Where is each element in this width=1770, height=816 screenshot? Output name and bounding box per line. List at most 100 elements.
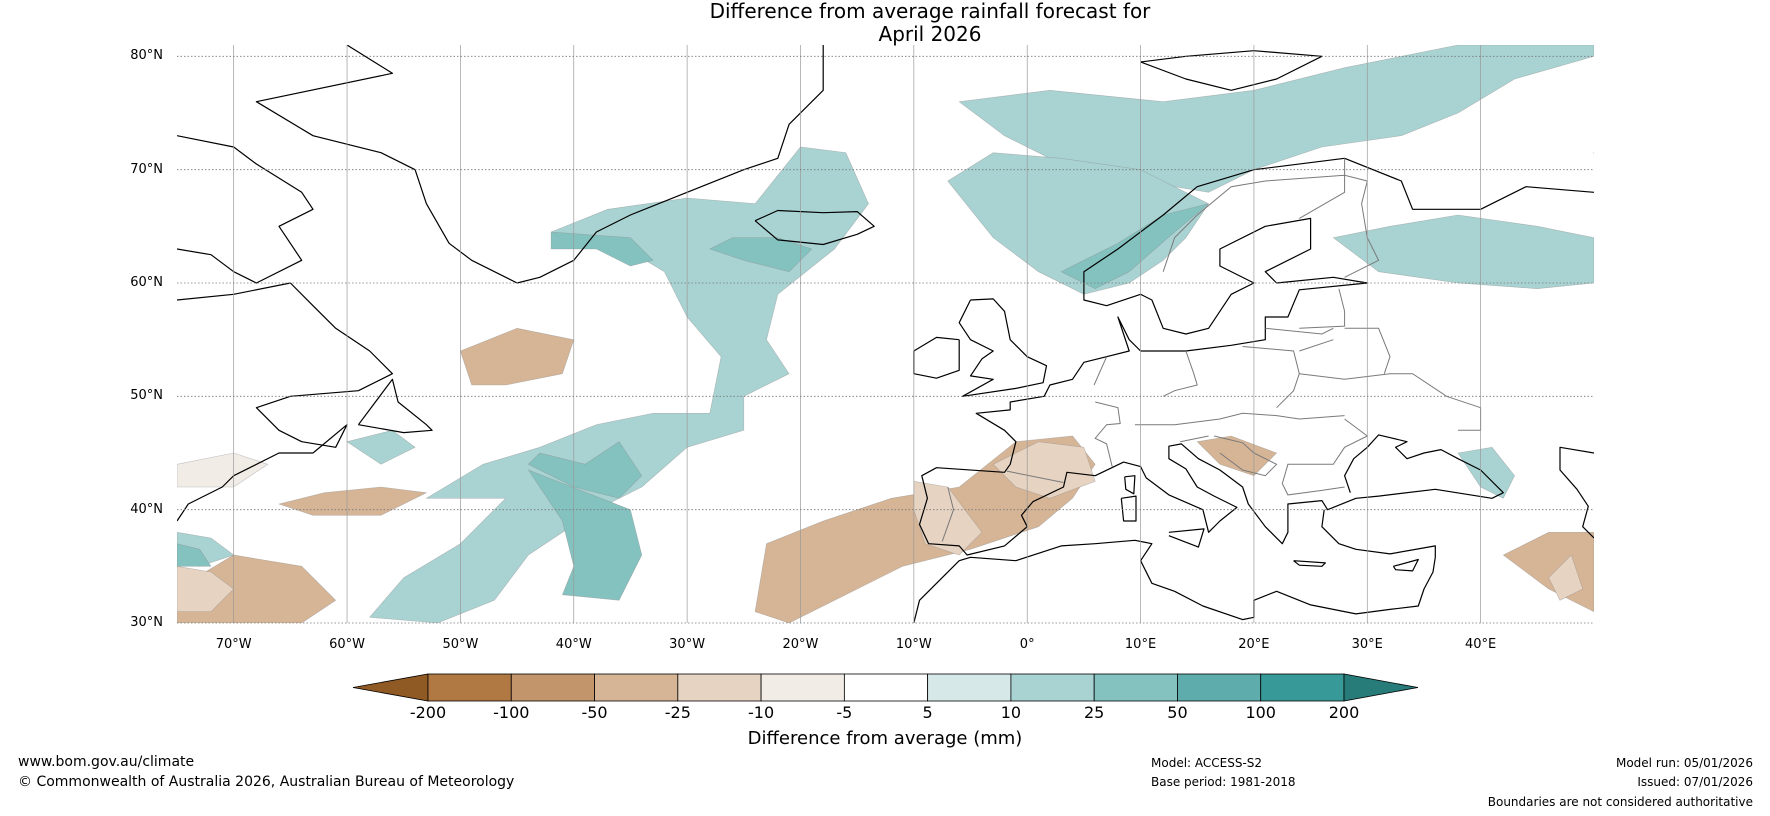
colorbar-segment (1260, 673, 1345, 702)
colorbar-tick-label: 200 (1328, 703, 1360, 722)
latitude-label: 50°N (130, 388, 163, 404)
iceland-coast (754, 209, 875, 246)
colorbar-tick-label: 50 (1167, 703, 1188, 722)
longitude-label: 30°E (1351, 637, 1383, 652)
colorbar-tick-label: 100 (1245, 703, 1276, 722)
longitude-label: 40°W (555, 637, 592, 652)
latitude-label: 40°N (130, 501, 163, 517)
europe-coast (918, 157, 1594, 556)
anomaly-region-1 (177, 565, 235, 613)
title-line-2: April 2026 (878, 22, 982, 46)
anomaly-region-6 (992, 441, 1096, 499)
anomaly-region-19 (1332, 214, 1594, 290)
great-britain-coast (958, 298, 1048, 397)
anomaly-region-9 (1502, 531, 1594, 613)
longitude-label: 30°W (669, 637, 706, 652)
svalbard-coast (1140, 50, 1323, 91)
country-border-1 (1094, 401, 1121, 467)
latitude-label: 30°N (130, 615, 163, 630)
country-border-4 (1134, 412, 1345, 426)
colorbar-tick-label: 5 (922, 703, 933, 722)
anomaly-region-14 (550, 231, 654, 267)
latitude-label: 80°N (130, 48, 163, 64)
colorbar-segment (427, 673, 512, 702)
colorbar-segment (1177, 673, 1262, 702)
longitude-label: 20°E (1238, 637, 1270, 652)
country-border-8 (1265, 327, 1334, 335)
colorbar-tick-label: -100 (493, 703, 530, 722)
country-border-9 (1299, 339, 1334, 352)
colorbar-tick-label: -200 (409, 703, 447, 722)
country-border-14 (1162, 174, 1368, 272)
longitude-label: 20°W (782, 637, 819, 652)
sicily-coast (1168, 528, 1205, 548)
anomaly-region-15 (709, 237, 813, 273)
eastern-coast (1559, 446, 1594, 539)
ireland-coast (913, 336, 960, 379)
colorbar-tick-label: 25 (1083, 703, 1105, 722)
copyright-text: © Commonwealth of Australia 2026, Austra… (18, 774, 515, 790)
colorbar-segment (677, 673, 762, 702)
model-name: Model: ACCESS-S2 (1151, 756, 1263, 770)
colorbar (352, 673, 1419, 702)
model-run: Model run: 05/01/2026 (1615, 756, 1753, 770)
longitude-label: 50°W (442, 637, 479, 652)
country-border-10 (1281, 418, 1369, 496)
anomaly-region-21 (346, 429, 416, 465)
anomaly-region-12 (527, 441, 643, 499)
canada-arctic-coast (177, 135, 314, 284)
colorbar-segment (510, 673, 595, 702)
graticule (177, 45, 1594, 624)
colorbar-tick-label: -5 (836, 703, 853, 722)
anomaly-region-10 (1548, 554, 1584, 601)
colorbar-title: Difference from average (mm) (747, 728, 1023, 749)
chart-title: Difference from average rainfall forecas… (0, 0, 1770, 46)
novaya-zemlya-coast (1593, 152, 1594, 154)
colorbar-tick-label: -50 (581, 703, 608, 722)
colorbar-tick-label: 10 (1000, 703, 1022, 722)
country-border-18 (1344, 327, 1391, 374)
colorbar-segment (594, 673, 679, 702)
rainfall-anomaly-layer (177, 45, 1594, 623)
country-border-11 (1214, 435, 1278, 477)
boundary-disclaimer: Boundaries are not considered authoritat… (1487, 795, 1753, 809)
colorbar-segment (1093, 673, 1178, 702)
anomaly-region-23 (177, 543, 212, 567)
country-border-0 (1093, 356, 1108, 386)
anomaly-region-2 (277, 486, 428, 516)
anomaly-region-13 (527, 469, 643, 601)
country-border-5 (1162, 350, 1198, 397)
colorbar-tick-label: -25 (664, 703, 691, 722)
colorbar-segment (843, 673, 929, 702)
country-border-3 (941, 486, 955, 542)
longitude-label: 70°W (215, 637, 252, 652)
crete-coast (1293, 560, 1326, 567)
country-border-12 (1180, 435, 1209, 443)
website-link[interactable]: www.bom.gov.au/climate (18, 754, 195, 770)
colorbar-segment (927, 673, 1012, 702)
longitude-label: 40°E (1464, 637, 1497, 652)
country-border-6 (1242, 346, 1300, 409)
issued-date: Issued: 07/01/2026 (1637, 775, 1753, 789)
longitude-label: 10°W (895, 637, 932, 652)
longitude-label: 60°W (329, 637, 365, 652)
colorbar-arrow-high (1343, 673, 1419, 702)
title-line-1: Difference from average rainfall forecas… (709, 0, 1151, 23)
corsica-coast (1124, 475, 1136, 495)
anomaly-region-4 (177, 452, 269, 488)
colorbar-segment (760, 673, 845, 702)
colorbar-tick-label: -10 (748, 703, 775, 722)
latitude-label: 60°N (130, 275, 163, 290)
country-border-13 (1299, 158, 1346, 219)
anomaly-region-18 (1060, 203, 1209, 290)
colorbar-arrow-low (352, 673, 429, 702)
labrador-coast (177, 282, 393, 522)
anomaly-region-8 (1196, 435, 1278, 477)
newfoundland-coast (357, 378, 433, 434)
sardinia-coast (1120, 495, 1137, 522)
anomaly-region-3 (460, 327, 575, 386)
country-border-16 (1390, 373, 1482, 431)
colorbar-segment (1010, 673, 1095, 702)
country-border-2 (1006, 470, 1064, 483)
